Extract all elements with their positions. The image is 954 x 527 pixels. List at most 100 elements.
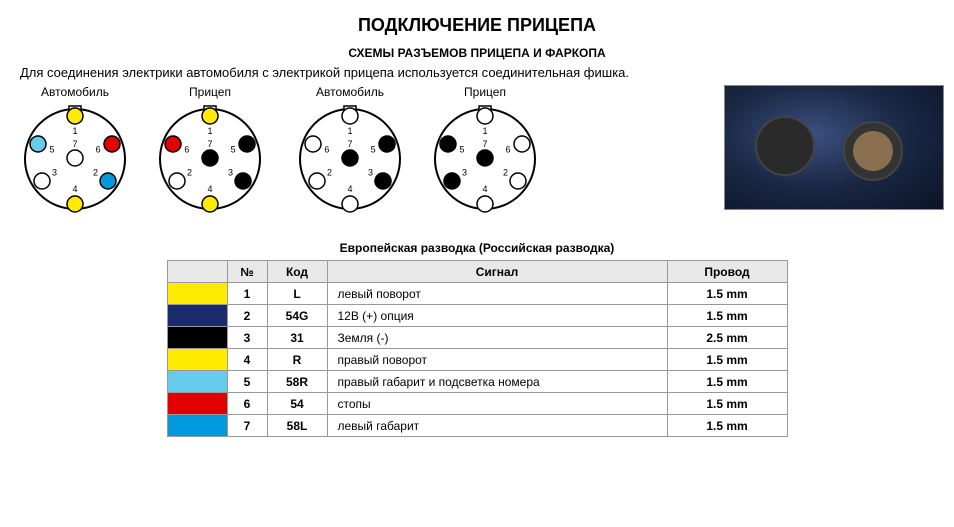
cell-signal: Земля (-) <box>327 327 667 349</box>
connector-label: Автомобиль <box>10 85 140 99</box>
pin-label-5: 5 <box>459 145 464 155</box>
pin-5 <box>379 136 395 152</box>
cell-wire: 1.5 mm <box>667 393 787 415</box>
cell-wire: 1.5 mm <box>667 305 787 327</box>
pin-label-3: 3 <box>462 168 467 178</box>
pin-4 <box>202 196 218 212</box>
pin-label-3: 3 <box>52 168 57 178</box>
pin-label-7: 7 <box>207 139 212 149</box>
th-num: № <box>227 261 267 283</box>
cell-wire: 1.5 mm <box>667 349 787 371</box>
connector-label: Автомобиль <box>285 85 415 99</box>
cell-wire: 1.5 mm <box>667 415 787 437</box>
th-wire: Провод <box>667 261 787 283</box>
color-swatch <box>167 371 227 393</box>
connector-car-1: Автомобиль 1234567 <box>10 85 140 226</box>
cell-code: 31 <box>267 327 327 349</box>
pin-label-7: 7 <box>482 139 487 149</box>
connector-svg-car2: 1 2 3 4 5 6 7 <box>285 101 415 221</box>
pin-label-4: 4 <box>347 184 352 194</box>
connector-car-2: Автомобиль 1 2 3 4 5 6 7 <box>285 85 415 226</box>
pin-label-2: 2 <box>327 168 332 178</box>
connector-svg-trailer2: 1234567 <box>420 101 550 221</box>
cell-code: 58L <box>267 415 327 437</box>
cell-signal: правый габарит и подсветка номера <box>327 371 667 393</box>
pin-2 <box>510 173 526 189</box>
cell-num: 7 <box>227 415 267 437</box>
cell-signal: 12В (+) опция <box>327 305 667 327</box>
pin-2 <box>100 173 116 189</box>
color-swatch <box>167 393 227 415</box>
pin-label-5: 5 <box>371 145 376 155</box>
pin-label-3: 3 <box>368 168 373 178</box>
table-row: 1Lлевый поворот1.5 mm <box>167 283 787 305</box>
cell-num: 3 <box>227 327 267 349</box>
pin-1 <box>477 108 493 124</box>
cell-wire: 1.5 mm <box>667 283 787 305</box>
pin-6 <box>104 136 120 152</box>
cell-signal: стопы <box>327 393 667 415</box>
cell-num: 2 <box>227 305 267 327</box>
pin-label-5: 5 <box>231 145 236 155</box>
pin-label-6: 6 <box>324 145 329 155</box>
connector-svg-trailer1: 1234567 <box>145 101 275 221</box>
connector-svg-car1: 1234567 <box>10 101 140 221</box>
cell-signal: левый габарит <box>327 415 667 437</box>
pin-label-4: 4 <box>207 184 212 194</box>
connector-label: Прицеп <box>420 85 550 99</box>
socket-icon <box>843 121 903 181</box>
connector-pair-mono: Автомобиль 1 2 3 4 5 6 7 Прицеп 1 2 3 4 5 6 7 <box>285 85 550 226</box>
table-row: 4Rправый поворот1.5 mm <box>167 349 787 371</box>
cell-code: L <box>267 283 327 305</box>
pin-2 <box>309 173 325 189</box>
color-swatch <box>167 283 227 305</box>
pin-6 <box>514 136 530 152</box>
pin-label-7: 7 <box>347 139 352 149</box>
cell-num: 6 <box>227 393 267 415</box>
wiring-table-title: Европейская разводка (Российская разводк… <box>10 241 944 255</box>
pin-label-2: 2 <box>187 168 192 178</box>
cell-num: 1 <box>227 283 267 305</box>
pin-4 <box>477 196 493 212</box>
color-swatch <box>167 327 227 349</box>
cell-wire: 1.5 mm <box>667 371 787 393</box>
pin-label-1: 1 <box>347 126 352 136</box>
th-color <box>167 261 227 283</box>
cell-num: 5 <box>227 371 267 393</box>
pin-7 <box>342 150 358 166</box>
pin-label-3: 3 <box>228 168 233 178</box>
pin-7 <box>202 150 218 166</box>
pin-5 <box>30 136 46 152</box>
pin-label-6: 6 <box>96 145 101 155</box>
connectors-row: Автомобиль 1 2 3 4 5 6 7 Прицеп 1 2 3 4 5 6 7 Автомо… <box>10 85 944 226</box>
wiring-table: № Код Сигнал Провод 1Lлевый поворот1.5 m… <box>167 260 788 437</box>
pin-label-5: 5 <box>49 145 54 155</box>
cell-signal: правый поворот <box>327 349 667 371</box>
table-row: 758Lлевый габарит1.5 mm <box>167 415 787 437</box>
intro-text: Для соединения электрики автомобиля с эл… <box>20 65 944 80</box>
table-row: 254G12В (+) опция1.5 mm <box>167 305 787 327</box>
pin-3 <box>375 173 391 189</box>
pin-label-6: 6 <box>506 145 511 155</box>
connector-trailer-2: Прицеп 1234567 <box>420 85 550 226</box>
cell-code: R <box>267 349 327 371</box>
pin-label-1: 1 <box>72 126 77 136</box>
pin-6 <box>165 136 181 152</box>
pin-label-7: 7 <box>72 139 77 149</box>
connector-trailer-1: Прицеп 1234567 <box>145 85 275 226</box>
color-swatch <box>167 349 227 371</box>
cell-signal: левый поворот <box>327 283 667 305</box>
table-row: 331Земля (-)2.5 mm <box>167 327 787 349</box>
pin-4 <box>67 196 83 212</box>
cell-wire: 2.5 mm <box>667 327 787 349</box>
pin-label-1: 1 <box>482 126 487 136</box>
th-signal: Сигнал <box>327 261 667 283</box>
pin-5 <box>440 136 456 152</box>
pin-3 <box>444 173 460 189</box>
pin-6 <box>305 136 321 152</box>
connector-label: Прицеп <box>145 85 275 99</box>
table-header-row: № Код Сигнал Провод <box>167 261 787 283</box>
pin-2 <box>169 173 185 189</box>
page-subtitle: СХЕМЫ РАЗЪЕМОВ ПРИЦЕПА И ФАРКОПА <box>10 46 944 60</box>
page-title: ПОДКЛЮЧЕНИЕ ПРИЦЕПА <box>10 15 944 36</box>
